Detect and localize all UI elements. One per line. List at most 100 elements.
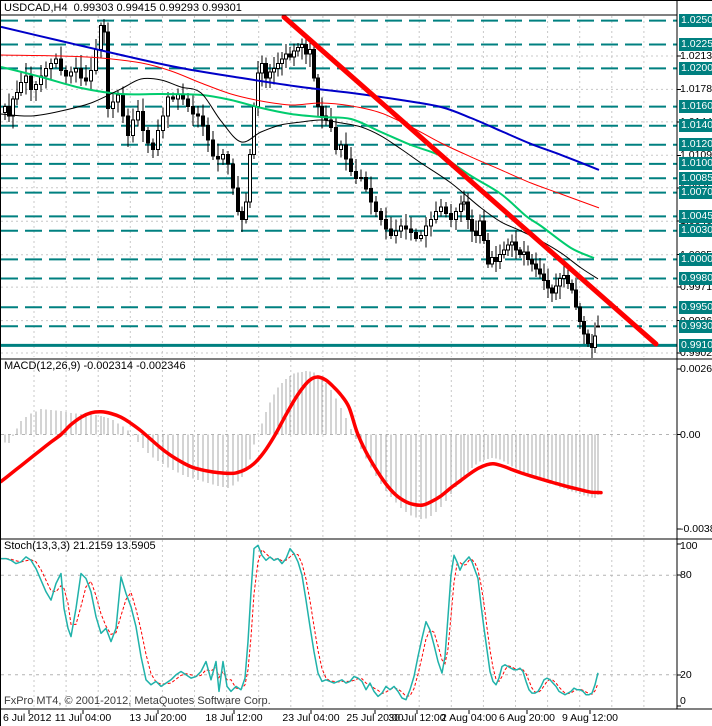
candle-bull xyxy=(111,92,115,119)
candle-bear xyxy=(64,65,68,85)
candle-bear xyxy=(494,246,498,272)
candle-bear xyxy=(236,176,240,216)
candle-bull xyxy=(166,91,170,128)
candle-bull xyxy=(292,43,296,67)
candle-bear xyxy=(470,209,474,242)
candle-bull xyxy=(506,238,510,256)
candle-bear xyxy=(211,130,215,160)
candle-bear xyxy=(79,55,83,86)
candle-bear xyxy=(596,315,600,328)
descending-trendline xyxy=(281,14,659,347)
candle-bull xyxy=(284,44,288,68)
stoch-scale-label: 0 xyxy=(680,695,686,707)
candle-bull xyxy=(156,119,160,156)
candle-bull xyxy=(439,198,443,217)
candle-bull xyxy=(272,57,276,85)
candle-bear xyxy=(106,22,110,118)
candle-bear xyxy=(566,268,570,290)
candle-bear xyxy=(102,19,106,44)
candle-bull xyxy=(419,230,423,242)
price-level-badge: 1.00000 xyxy=(679,252,712,266)
pane-separator xyxy=(1,708,712,710)
candle-bear xyxy=(84,64,88,86)
candle-bull xyxy=(510,234,514,258)
price-level-badge: 1.02250 xyxy=(679,38,712,51)
candle-bull xyxy=(11,95,15,129)
candle-bear xyxy=(466,192,470,230)
price-level-badge: 0.99100 xyxy=(679,338,712,352)
time-label: 13 Jul 20:00 xyxy=(129,712,187,724)
copyright-text: FxPro MT4, © 2001-2012, MetaQuotes Softw… xyxy=(4,695,271,707)
candle-bull xyxy=(136,100,140,127)
candle-bull xyxy=(276,52,280,77)
price-tick-label: 1.01780 xyxy=(680,83,712,96)
time-label: 30 Jul 12:00 xyxy=(388,712,446,724)
candle-bear xyxy=(379,208,383,226)
candle-bull xyxy=(394,219,398,244)
candle-bear xyxy=(482,209,486,244)
candle-bull xyxy=(44,61,48,89)
candle-bull xyxy=(248,148,252,208)
candle-bear xyxy=(409,216,413,241)
candle-bull xyxy=(502,241,506,259)
candle-bull xyxy=(244,193,248,224)
candle-bull xyxy=(268,64,272,89)
candle-bear xyxy=(542,263,546,290)
ma-red xyxy=(1,54,600,209)
time-label: 18 Jul 12:00 xyxy=(205,712,263,724)
price-level-badge: 0.99800 xyxy=(679,272,712,286)
candle-bear xyxy=(186,92,190,112)
time-label: 11 Jul 04:00 xyxy=(54,712,112,724)
price-level-badge: 1.01200 xyxy=(679,138,712,152)
stoch-indicator-label: Stoch(13,3,3) 21.2159 13.5905 xyxy=(4,540,156,552)
time-label: 6 Aug 20:00 xyxy=(498,712,556,724)
candle-bull xyxy=(161,107,165,139)
candle-bear xyxy=(444,202,448,218)
candle-bear xyxy=(389,217,393,240)
candle-bear xyxy=(146,126,150,153)
price-tick-label: 1.02130 xyxy=(680,49,712,62)
candle-bear xyxy=(486,232,490,268)
candle-bull xyxy=(15,80,19,105)
candle-bear xyxy=(518,246,522,258)
chart-ohlc-title: USDCAD,H4 0.99303 0.99415 0.99293 0.9930… xyxy=(4,2,242,14)
candle-bull xyxy=(424,217,428,248)
candle-bull xyxy=(300,38,304,60)
time-label: 9 Aug 12:00 xyxy=(561,712,619,724)
candle-bull xyxy=(459,195,463,222)
candle-bull xyxy=(308,40,312,67)
candle-bull xyxy=(69,66,73,84)
candle-bear xyxy=(201,104,205,136)
candle-bear xyxy=(312,45,316,82)
candle-bull xyxy=(558,272,562,299)
candle-bull xyxy=(296,42,300,57)
candle-bull xyxy=(19,72,23,96)
candle-bear xyxy=(216,143,220,172)
candle-bear xyxy=(126,108,130,147)
candle-bull xyxy=(478,214,482,244)
candle-bear xyxy=(334,118,338,155)
price-level-badge: 1.00700 xyxy=(679,186,712,200)
candle-bear xyxy=(534,252,538,277)
candle-bull xyxy=(3,103,7,121)
macd-scale-label: 0.00 xyxy=(680,428,701,441)
candle-bear xyxy=(514,230,518,259)
stoch-scale-label: 100 xyxy=(680,540,698,552)
candle-bull xyxy=(593,322,597,353)
candle-bear xyxy=(414,228,418,242)
candle-bear xyxy=(196,105,200,128)
candle-bear xyxy=(570,279,574,294)
candle-bear xyxy=(574,277,578,311)
candle-bear xyxy=(316,73,320,118)
price-level-badge: 1.01400 xyxy=(679,119,712,133)
candle-bear xyxy=(364,171,368,192)
candle-bear xyxy=(264,57,268,88)
candle-bear xyxy=(7,93,11,123)
candle-bear xyxy=(191,94,195,127)
candle-bear xyxy=(586,329,590,348)
price-level-badge: 1.02000 xyxy=(679,61,712,75)
candle-bull xyxy=(252,102,256,159)
price-level-badge: 1.00850 xyxy=(679,171,712,185)
